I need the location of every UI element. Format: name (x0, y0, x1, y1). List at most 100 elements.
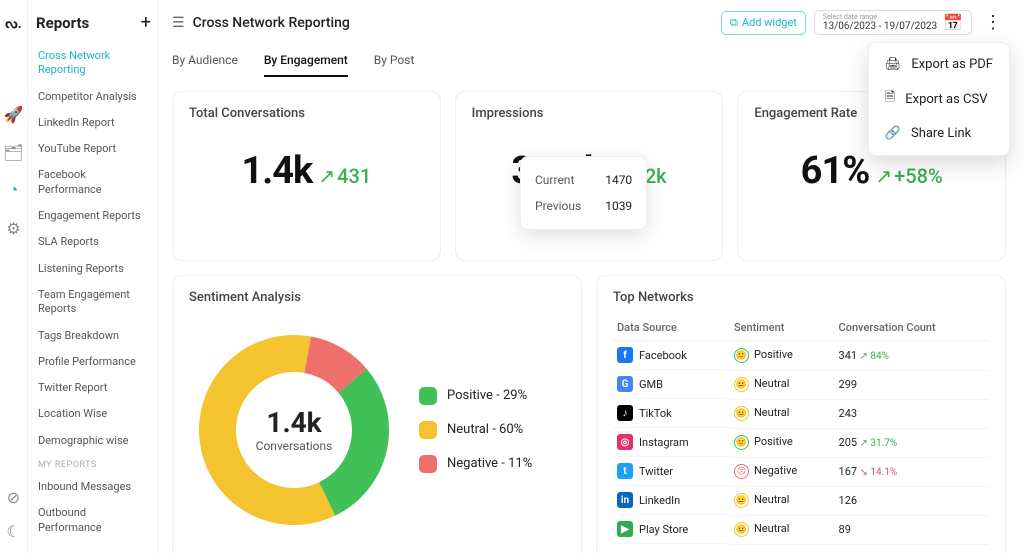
sidebar-item[interactable]: Profile Performance (36, 349, 151, 375)
reports-sidebar: Reports + Cross Network ReportingCompeti… (28, 0, 158, 553)
legend-item: Neutral - 60% (419, 421, 532, 439)
add-widget-label: Add widget (742, 16, 797, 29)
trend-up-icon: ↗ (875, 164, 892, 188)
table-header: Conversation Count (835, 315, 989, 341)
kpi-title: Impressions (472, 106, 707, 121)
rail-icon-inbox[interactable]: 🗂 (6, 144, 22, 160)
table-header: Sentiment (730, 315, 835, 341)
export-menu: 🖨 Export as PDF 🗎 Export as CSV 🔗 Share … (868, 42, 1010, 156)
sentiment-icon: 🙂 (734, 435, 749, 450)
legend-item: Negative - 11% (419, 455, 532, 473)
network-icon: t (617, 463, 633, 479)
rail-icon-settings[interactable]: ⚙ (6, 220, 22, 236)
table-row[interactable]: ◎Instagram🙂Positive205 ↗ 31.7% (613, 428, 989, 457)
sidebar-item[interactable]: YouTube Report (36, 136, 151, 162)
sidebar-item[interactable]: Tags Breakdown (36, 323, 151, 349)
sidebar-item[interactable]: SLA Reports (36, 229, 151, 255)
donut-center-label: Conversations (256, 439, 333, 453)
add-widget-button[interactable]: ⧉ Add widget (721, 11, 806, 35)
sentiment-icon: 🙂 (734, 348, 749, 363)
conversation-count: 205 (839, 436, 858, 449)
network-icon: f (617, 347, 633, 363)
rail-icon-analytics[interactable]: ◔ (6, 182, 22, 198)
table-row[interactable]: tTwitter☹Negative167 ↘ 14.1% (613, 457, 989, 486)
sentiment-label: Positive (754, 348, 793, 361)
nav-rail: ᔓ. 🚀 🗂 ◔ ⚙ ⊘ ☾ (0, 0, 28, 553)
sidebar-item[interactable]: Listening Reports (36, 256, 151, 282)
date-range-picker[interactable]: Select date range 13/06/2023 - 19/07/202… (814, 10, 972, 35)
conversation-count: 299 (839, 378, 858, 391)
sidebar-item[interactable]: Team Engagement Reports (36, 282, 151, 323)
kpi-total-conversations: Total Conversations 1.4k ↗431 (172, 91, 441, 261)
tab[interactable]: By Post (374, 47, 415, 77)
export-pdf-item[interactable]: 🖨 Export as PDF (873, 49, 1005, 80)
sidebar-item[interactable]: Competitor Analysis (36, 84, 151, 110)
kpi-title: Total Conversations (189, 106, 424, 121)
legend-label: Negative - 11% (447, 456, 532, 471)
sentiment-label: Neutral (754, 406, 790, 419)
sidebar-item[interactable]: Cross Network Reporting (36, 43, 151, 84)
sidebar-item[interactable]: Twitter Report (36, 375, 151, 401)
legend-swatch (419, 387, 437, 405)
tooltip-current-label: Current (535, 173, 574, 187)
tooltip-previous-label: Previous (535, 199, 581, 213)
table-row[interactable]: fFacebook🙂Positive341 ↗ 84% (613, 341, 989, 371)
sidebar-item[interactable]: Inbound Messages (36, 474, 151, 500)
calendar-icon: 📅 (943, 13, 963, 32)
table-row[interactable]: inLinkedIn😐Neutral126 (613, 486, 989, 515)
sentiment-title: Sentiment Analysis (189, 290, 565, 305)
sentiment-icon: 😐 (734, 522, 749, 537)
tab[interactable]: By Engagement (264, 47, 348, 77)
network-icon: ◎ (617, 434, 633, 450)
kpi-delta: 431 (337, 164, 371, 188)
network-icon: ♪ (617, 405, 633, 421)
rail-icon-help[interactable]: ⊘ (6, 489, 22, 505)
date-range-value: 13/06/2023 - 19/07/2023 (823, 21, 937, 32)
link-icon: 🔗 (885, 126, 901, 141)
sidebar-title: Reports (36, 14, 89, 32)
export-csv-item[interactable]: 🗎 Export as CSV (873, 80, 1005, 118)
sidebar-item[interactable]: Outbound Performance (36, 500, 151, 541)
top-networks-title: Top Networks (613, 290, 989, 305)
rail-icon-theme[interactable]: ☾ (6, 523, 22, 539)
conversation-count: 126 (839, 494, 858, 507)
network-name: GMB (639, 378, 663, 391)
sidebar-item[interactable]: Demographic wise (36, 428, 151, 454)
rail-icon-rocket[interactable]: 🚀 (6, 106, 22, 122)
table-row[interactable]: ♪TikTok😐Neutral243 (613, 399, 989, 428)
legend-label: Neutral - 60% (447, 422, 523, 437)
export-pdf-label: Export as PDF (911, 57, 993, 72)
table-row[interactable]: GGMB😐Neutral299 (613, 370, 989, 399)
sentiment-card: Sentiment Analysis 1.4k Conversations Po… (172, 275, 582, 553)
share-link-item[interactable]: 🔗 Share Link (873, 118, 1005, 149)
tooltip-current-value: 1470 (605, 173, 632, 187)
network-icon: ▶ (617, 521, 633, 537)
table-header: Data Source (613, 315, 730, 341)
sentiment-donut: 1.4k Conversations (189, 325, 399, 535)
add-report-button[interactable]: + (141, 12, 151, 33)
collapse-icon[interactable]: ☰ (172, 15, 185, 31)
sentiment-label: Neutral (754, 493, 790, 506)
sidebar-item[interactable]: Location Wise (36, 401, 151, 427)
conversation-count: 341 (839, 349, 858, 362)
trend-value: ↗ 84% (857, 351, 889, 362)
legend-swatch (419, 421, 437, 439)
conversation-count: 89 (839, 523, 851, 536)
table-row[interactable]: ▶Play Store😐Neutral89 (613, 515, 989, 544)
sidebar-item[interactable]: LinkedIn Report (36, 110, 151, 136)
my-reports-label: MY REPORTS (36, 454, 151, 474)
sidebar-item[interactable]: Engagement Reports (36, 203, 151, 229)
top-networks-table: Data SourceSentimentConversation Count f… (613, 315, 989, 545)
page-title-text: Cross Network Reporting (193, 15, 350, 31)
more-menu-button[interactable]: ⋮ (980, 12, 1006, 33)
sentiment-label: Neutral (754, 522, 790, 535)
network-icon: G (617, 376, 633, 392)
csv-icon: 🗎 (885, 88, 895, 110)
donut-center-value: 1.4k (266, 406, 321, 439)
sidebar-item[interactable]: Facebook Performance (36, 162, 151, 203)
kpi-value: 1.4k (241, 149, 312, 193)
conversation-count: 167 (839, 465, 858, 478)
network-icon: in (617, 492, 633, 508)
tab[interactable]: By Audience (172, 47, 238, 77)
add-widget-icon: ⧉ (730, 16, 738, 30)
